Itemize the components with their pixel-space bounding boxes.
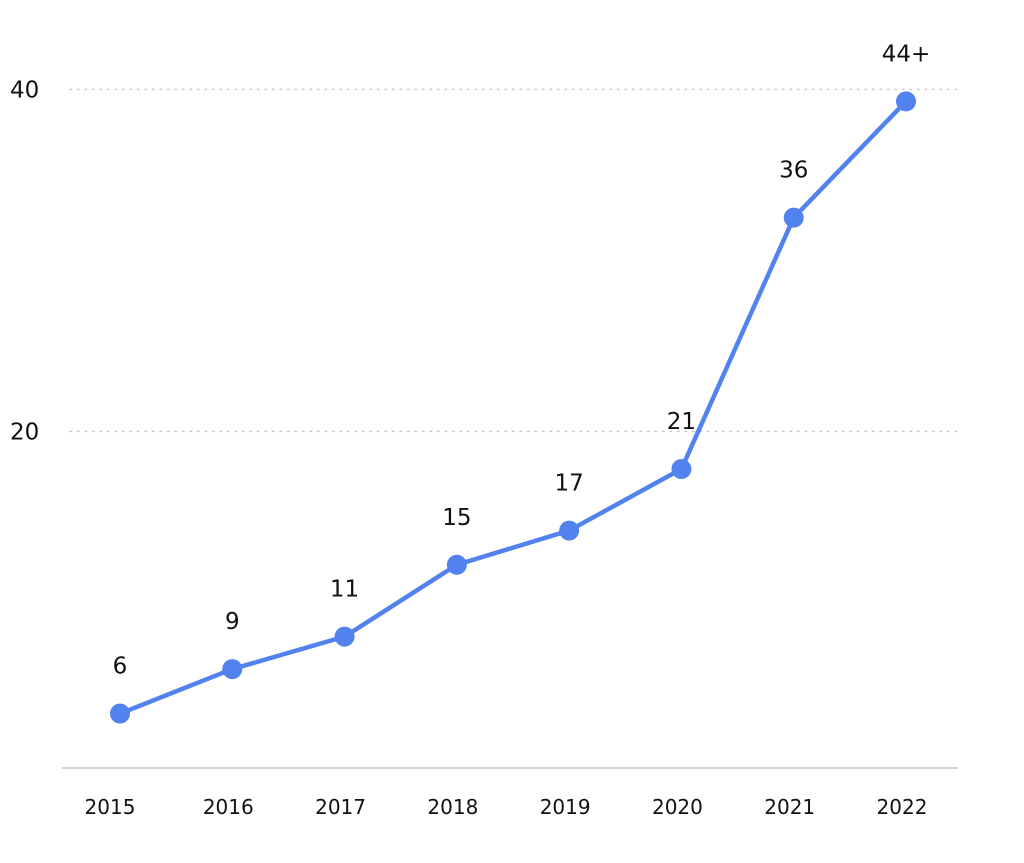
- x-tick-label: 2021: [764, 795, 815, 819]
- data-label: 36: [779, 158, 808, 184]
- series-line-layer: [117, 99, 909, 716]
- data-label: 9: [225, 609, 240, 635]
- x-tick-label: 2022: [877, 795, 928, 819]
- x-tick-label: 2015: [85, 795, 136, 819]
- y-tick-label: 20: [10, 419, 39, 445]
- data-label: 6: [113, 654, 128, 680]
- data-point: [446, 554, 467, 575]
- x-tick-label: 2016: [203, 795, 254, 819]
- data-point: [334, 626, 355, 647]
- data-label: 15: [442, 505, 471, 531]
- y-tick-label: 40: [10, 77, 39, 103]
- x-tick-label: 2019: [540, 795, 591, 819]
- data-labels: 6 9 11 15 17 21 36 44+: [113, 41, 931, 679]
- gridlines: [69, 88, 959, 433]
- data-points: [110, 91, 916, 724]
- x-tick-label: 2020: [652, 795, 703, 819]
- data-point: [110, 703, 130, 724]
- series-line: [117, 99, 909, 716]
- data-label: 21: [667, 409, 696, 435]
- x-tick-label: 2017: [315, 795, 366, 819]
- data-point: [671, 459, 692, 480]
- data-label: 11: [330, 577, 359, 603]
- x-tick-label: 2018: [427, 795, 478, 819]
- data-point: [896, 91, 916, 112]
- data-label: 17: [555, 471, 584, 497]
- data-label: 44+: [882, 41, 931, 67]
- data-point: [222, 659, 243, 680]
- data-point: [783, 207, 804, 228]
- x-axis-tick-labels: 2015 2016 2017 2018 2019 2020 2021 2022: [85, 795, 928, 819]
- data-point: [559, 520, 580, 541]
